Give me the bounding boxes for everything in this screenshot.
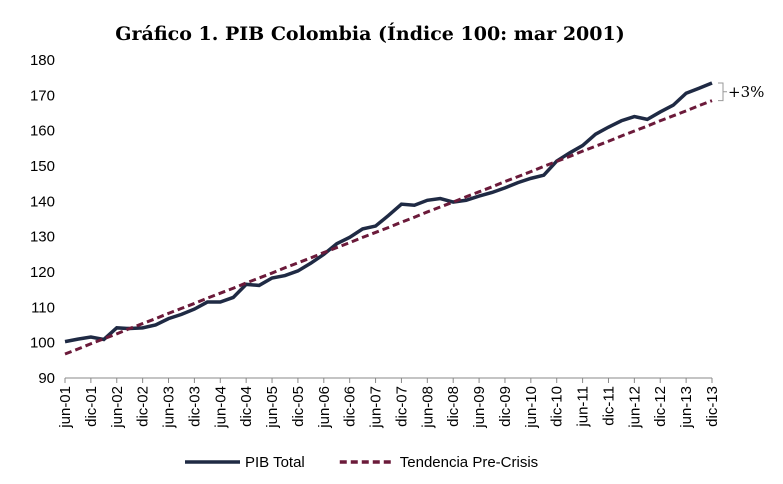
y-tick-label: 100 [30,335,55,352]
y-tick-label: 160 [30,123,55,140]
x-tick-label: jun-04 [212,386,229,429]
annotation: +3% [728,83,764,101]
y-tick-label: 120 [30,264,55,281]
legend-label: PIB Total [245,454,305,471]
x-tick-label: jun-08 [419,386,436,429]
x-tick-label: jun-07 [368,386,385,429]
x-tick-label: dic-01 [83,386,100,427]
annotation-bracket [718,82,727,102]
x-tick-label: jun-11 [575,386,592,428]
x-tick-label: dic-02 [135,386,152,427]
x-tick-label: jun-01 [57,386,74,429]
series-line [64,99,713,356]
y-tick-label: 180 [30,52,55,69]
y-tick-label: 140 [30,193,55,210]
x-tick-label: jun-05 [264,386,281,429]
y-tick-label: 170 [30,87,55,104]
x-tick-label: jun-10 [523,386,540,429]
y-tick-label: 130 [30,229,55,246]
x-tick-label: jun-13 [678,386,695,429]
x-tick-label: jun-03 [161,386,178,429]
x-tick-label: dic-09 [497,386,514,427]
x-tick-label: dic-12 [652,386,669,427]
legend-label: Tendencia Pre-Crisis [400,454,538,471]
x-tick-label: dic-10 [549,386,566,427]
y-tick-label: 150 [30,158,55,175]
x-tick-label: dic-13 [704,386,721,427]
y-tick-label: 110 [31,299,55,316]
y-tick-label: 90 [38,370,55,387]
x-tick-label: dic-07 [393,386,410,427]
chart-title: Gráfico 1. PIB Colombia (Índice 100: mar… [115,22,624,45]
x-tick-label: dic-04 [238,386,255,427]
x-tick-label: jun-12 [626,386,643,429]
series-line [64,81,713,344]
x-tick-label: dic-05 [290,386,307,427]
x-tick-label: jun-09 [471,386,488,429]
x-tick-label: dic-11 [600,386,617,426]
x-tick-label: jun-06 [316,386,333,429]
x-tick-label: dic-06 [342,386,359,427]
x-tick-label: dic-08 [445,386,462,427]
x-tick-label: dic-03 [186,386,203,427]
x-tick-label: jun-02 [109,386,126,429]
